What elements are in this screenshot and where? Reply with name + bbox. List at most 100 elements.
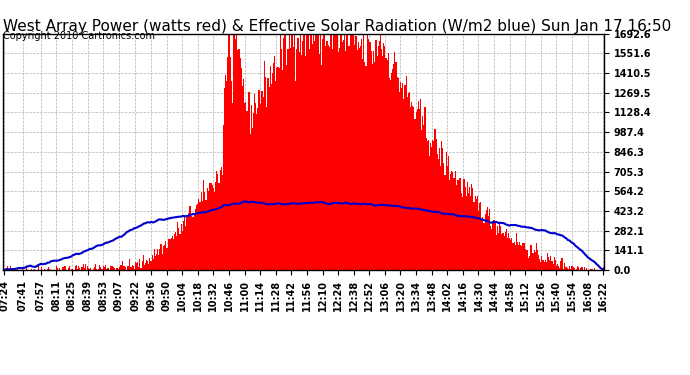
Bar [509,238,510,270]
Bar [355,36,357,270]
Bar [170,238,172,270]
Bar [400,82,401,270]
Bar [440,166,441,270]
Bar [538,255,539,270]
Bar [312,44,313,270]
Bar [188,213,190,270]
Bar [431,147,432,270]
Bar [390,80,391,270]
Bar [303,33,304,270]
Bar [511,238,513,270]
Bar [197,204,198,270]
Bar [442,148,444,270]
Bar [94,267,95,270]
Bar [247,111,248,270]
Bar [56,266,57,270]
Bar [81,267,83,270]
Bar [215,182,216,270]
Bar [411,102,412,270]
Bar [205,200,206,270]
Bar [330,26,331,270]
Bar [461,193,462,270]
Bar [384,46,386,270]
Bar [266,107,268,270]
Bar [388,78,390,270]
Bar [38,264,39,270]
Bar [444,176,446,270]
Bar [453,178,455,270]
Bar [213,189,214,270]
Bar [322,39,323,270]
Bar [495,234,497,270]
Bar [190,216,192,270]
Bar [150,261,152,270]
Bar [401,88,402,270]
Bar [520,244,522,270]
Bar [273,63,274,270]
Bar [195,209,196,270]
Bar [341,32,342,270]
Bar [484,214,486,270]
Bar [134,269,135,270]
Bar [413,107,415,270]
Bar [419,109,420,270]
Bar [406,97,408,270]
Bar [372,64,373,270]
Bar [137,262,138,270]
Bar [297,38,299,270]
Bar [515,232,517,270]
Bar [175,232,176,270]
Bar [482,217,484,270]
Bar [224,88,225,270]
Bar [519,242,520,270]
Bar [235,39,236,270]
Bar [219,170,221,270]
Bar [357,42,359,270]
Bar [79,267,80,270]
Bar [481,219,482,270]
Bar [236,0,237,270]
Bar [204,192,205,270]
Bar [475,199,477,270]
Bar [391,73,392,270]
Bar [428,140,429,270]
Bar [547,254,548,270]
Bar [295,81,297,270]
Bar [415,112,417,270]
Bar [216,171,217,270]
Bar [359,48,360,270]
Bar [185,226,186,270]
Bar [107,268,108,270]
Bar [294,35,295,270]
Bar [10,266,11,270]
Bar [164,244,165,270]
Bar [354,45,355,270]
Bar [500,226,502,270]
Bar [148,264,149,270]
Bar [386,60,388,270]
Bar [245,102,246,270]
Bar [123,266,124,270]
Bar [460,178,461,270]
Bar [458,180,459,270]
Bar [192,217,193,270]
Bar [433,141,435,270]
Bar [337,52,339,270]
Bar [161,254,163,270]
Bar [470,196,471,270]
Bar [92,268,94,270]
Bar [420,99,421,270]
Bar [77,269,78,270]
Bar [432,141,433,270]
Bar [85,264,86,270]
Bar [393,64,395,270]
Bar [183,220,184,270]
Bar [403,99,404,270]
Bar [274,56,275,270]
Bar [531,245,533,270]
Bar [539,259,540,270]
Bar [263,97,264,270]
Bar [135,262,136,270]
Bar [6,268,7,270]
Bar [565,267,566,270]
